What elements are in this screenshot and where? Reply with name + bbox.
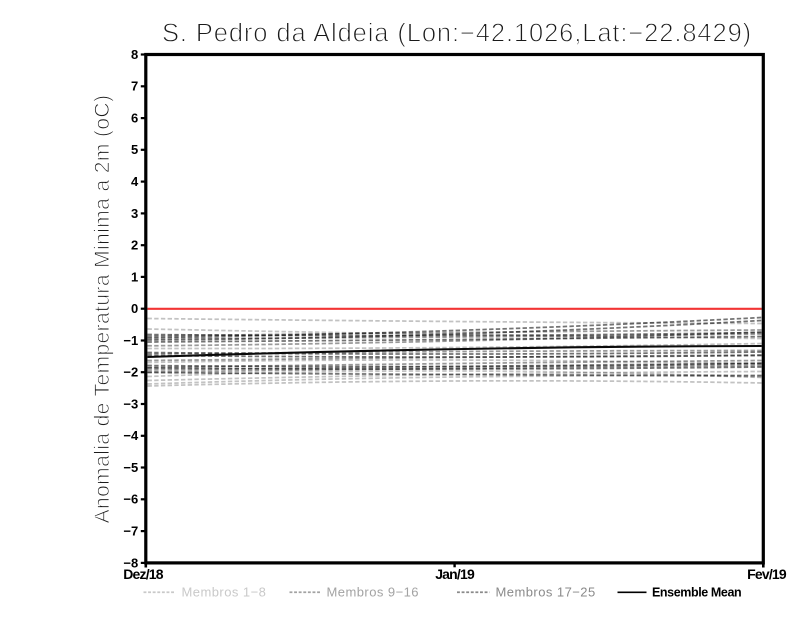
svg-text:7: 7 [131,79,138,94]
svg-text:2: 2 [131,238,138,253]
svg-text:−1: −1 [123,333,138,348]
svg-text:3: 3 [131,206,138,221]
svg-text:5: 5 [131,142,138,157]
svg-text:Ensemble Mean: Ensemble Mean [652,586,741,600]
svg-text:−6: −6 [123,492,138,507]
svg-text:Membros 9−16: Membros 9−16 [327,585,419,600]
svg-text:−4: −4 [123,428,139,443]
svg-text:S. Pedro da Aldeia (Lon:−42.10: S. Pedro da Aldeia (Lon:−42.1026,Lat:−22… [162,20,752,48]
svg-text:Jan/19: Jan/19 [435,566,475,582]
svg-text:Membros 1−8: Membros 1−8 [182,585,267,600]
svg-text:1: 1 [131,269,138,284]
svg-text:6: 6 [131,111,138,126]
svg-text:0: 0 [131,301,138,316]
svg-text:−2: −2 [123,365,138,380]
svg-text:−8: −8 [123,555,138,570]
svg-text:8: 8 [131,47,138,62]
svg-text:Fev/19: Fev/19 [747,566,787,582]
svg-text:Anomalia de Temperatura Minima: Anomalia de Temperatura Minima a 2m (oC) [91,95,114,524]
svg-text:−3: −3 [123,396,138,411]
svg-text:−5: −5 [123,460,138,475]
svg-text:Dez/18: Dez/18 [123,566,164,582]
svg-text:−7: −7 [123,524,138,539]
svg-text:4: 4 [131,174,139,189]
svg-text:Membros 17−25: Membros 17−25 [496,585,596,600]
